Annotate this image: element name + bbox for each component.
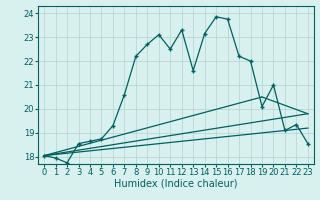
X-axis label: Humidex (Indice chaleur): Humidex (Indice chaleur) xyxy=(114,179,238,189)
